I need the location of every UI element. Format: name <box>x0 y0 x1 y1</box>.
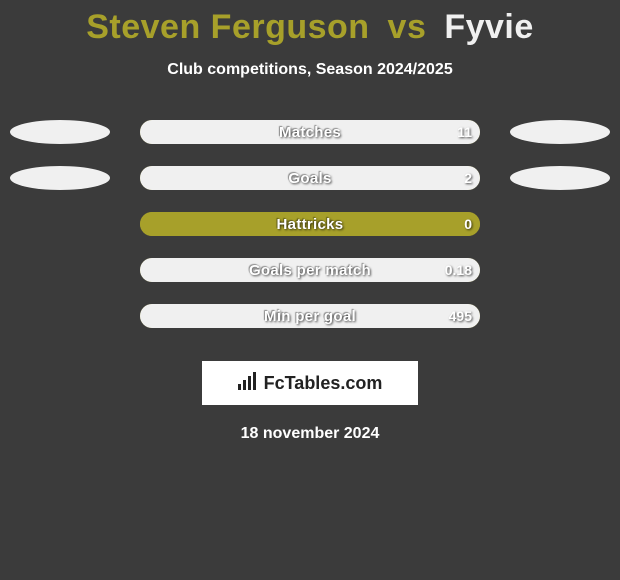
stat-bar: Goals per match0.18 <box>140 258 480 282</box>
page-title: Steven Ferguson vs Fyvie <box>0 8 620 47</box>
stat-label: Hattricks <box>140 212 480 236</box>
subtitle: Club competitions, Season 2024/2025 <box>0 61 620 79</box>
brand-badge: FcTables.com <box>202 361 418 405</box>
stats-card: Steven Ferguson vs Fyvie Club competitio… <box>0 0 620 580</box>
stat-rows: Matches11 Goals2 Hattricks0 Goals per match… <box>0 109 620 339</box>
stat-label: Goals per match <box>140 258 480 282</box>
stat-value-right: 2 <box>464 166 472 190</box>
stat-row: Goals2 <box>0 155 620 201</box>
stat-row: Goals per match0.18 <box>0 247 620 293</box>
brand-text: FcTables.com <box>264 373 383 394</box>
stat-bar: Goals2 <box>140 166 480 190</box>
stat-label: Goals <box>140 166 480 190</box>
stat-value-right: 11 <box>457 120 472 144</box>
stat-value-right: 0 <box>464 212 472 236</box>
right-blob <box>510 120 610 144</box>
stat-label: Min per goal <box>140 304 480 328</box>
stat-row: Matches11 <box>0 109 620 155</box>
title-vs: vs <box>388 8 427 46</box>
date-text: 18 november 2024 <box>0 425 620 443</box>
stat-bar: Matches11 <box>140 120 480 144</box>
left-blob <box>10 166 110 190</box>
stat-value-right: 495 <box>449 304 472 328</box>
stat-row: Min per goal495 <box>0 293 620 339</box>
stat-value-right: 0.18 <box>445 258 472 282</box>
stat-bar: Hattricks0 <box>140 212 480 236</box>
player1-name: Steven Ferguson <box>86 8 369 46</box>
left-blob <box>10 120 110 144</box>
right-blob <box>510 166 610 190</box>
player2-name: Fyvie <box>444 8 533 46</box>
stat-label: Matches <box>140 120 480 144</box>
chart-icon <box>238 372 260 395</box>
stat-row: Hattricks0 <box>0 201 620 247</box>
stat-bar: Min per goal495 <box>140 304 480 328</box>
brand-inner: FcTables.com <box>238 372 383 395</box>
